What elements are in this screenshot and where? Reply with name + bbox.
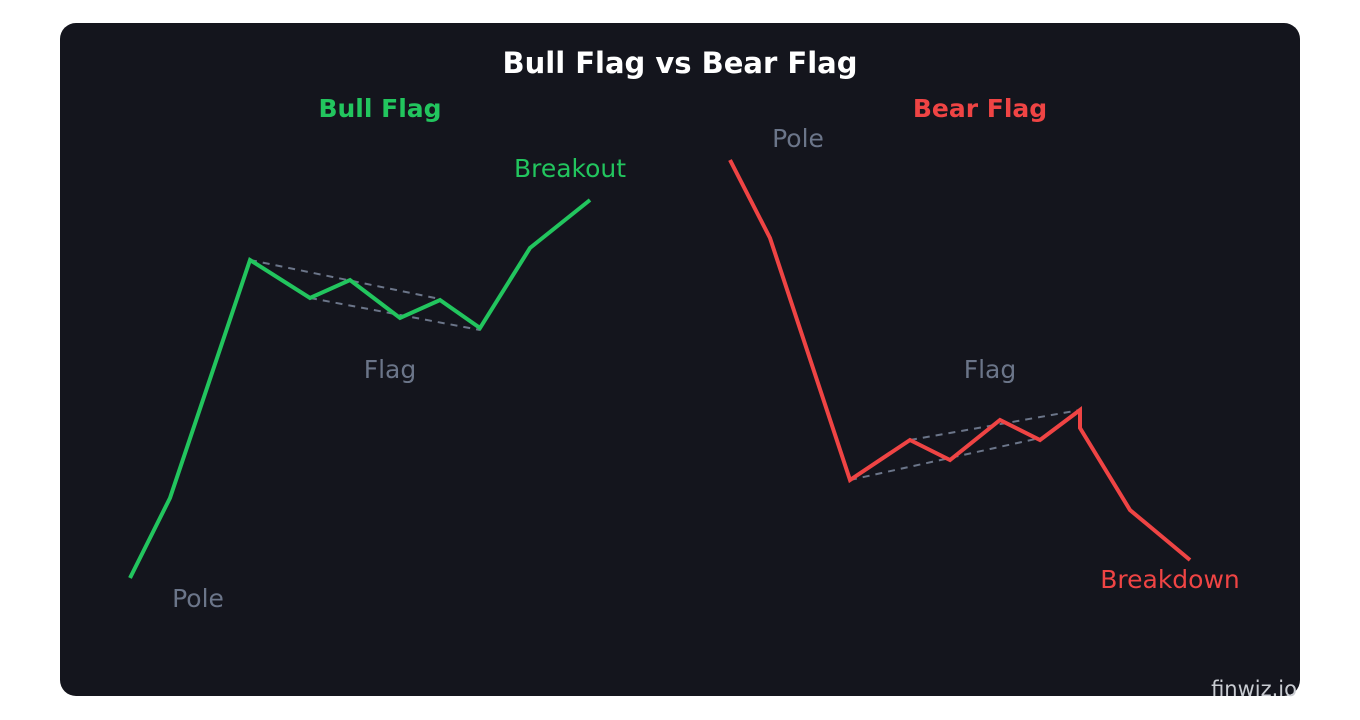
bull-heading: Bull Flag bbox=[318, 94, 441, 123]
breakout-label: Breakout bbox=[514, 154, 626, 183]
title: Bull Flag vs Bear Flag bbox=[503, 46, 858, 80]
bear-price-line bbox=[728, 159, 1192, 562]
breakdown-label: Breakdown bbox=[1100, 565, 1240, 594]
bull-price-line bbox=[128, 198, 592, 579]
flag-channel bbox=[909, 409, 1081, 441]
watermark: finwiz.io bbox=[1211, 677, 1297, 701]
flag-channel bbox=[249, 259, 441, 300]
pole-label: Pole bbox=[172, 584, 224, 613]
flag-label: Flag bbox=[964, 355, 1017, 384]
panel bbox=[60, 23, 1300, 696]
flag-channel bbox=[309, 297, 481, 331]
bear-heading: Bear Flag bbox=[913, 94, 1047, 123]
pole-label: Pole bbox=[772, 124, 824, 153]
flag-label: Flag bbox=[364, 355, 417, 384]
